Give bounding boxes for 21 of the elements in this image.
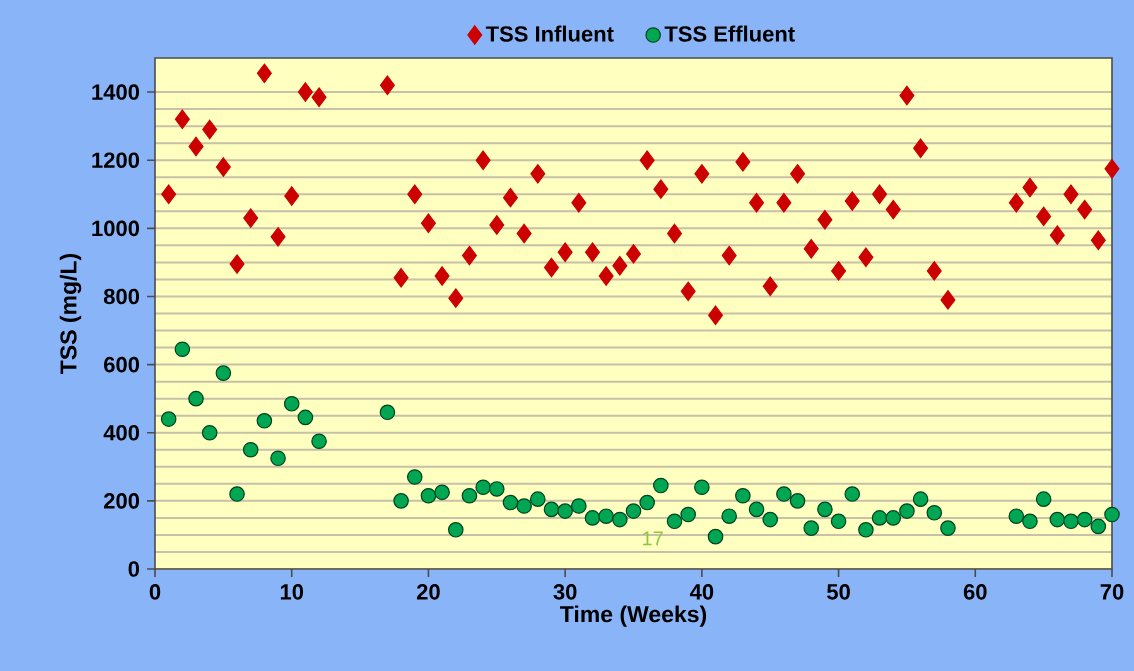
y-tick-label: 400	[103, 424, 140, 441]
annotation: 17	[643, 531, 663, 546]
y-tick-label: 200	[103, 493, 140, 509]
x-tick-label: 0	[149, 584, 161, 600]
y-tick-label: 800	[103, 288, 140, 305]
y-tick-label: 1200	[92, 152, 140, 168]
y-tick-label: 0	[128, 561, 140, 577]
legend-label: TSS Effluent	[664, 25, 795, 42]
x-tick-label: 40	[689, 584, 714, 600]
x-tick-label: 70	[1100, 584, 1124, 600]
legend-label: TSS Influent	[485, 25, 614, 42]
y-tick-label: 1000	[92, 220, 140, 237]
x-tick-label: 60	[963, 584, 987, 600]
x-tick-label: 20	[416, 584, 440, 600]
y-tick-label: 600	[104, 356, 140, 373]
y-axis-title: TSS (mg/L)	[59, 253, 82, 374]
x-tick-label: 50	[827, 584, 850, 600]
y-tick-label: 1400	[92, 84, 140, 100]
x-tick-label: 30	[553, 584, 577, 600]
x-axis-title: Time (Weeks)	[560, 605, 707, 627]
x-tick-label: 10	[280, 584, 304, 600]
